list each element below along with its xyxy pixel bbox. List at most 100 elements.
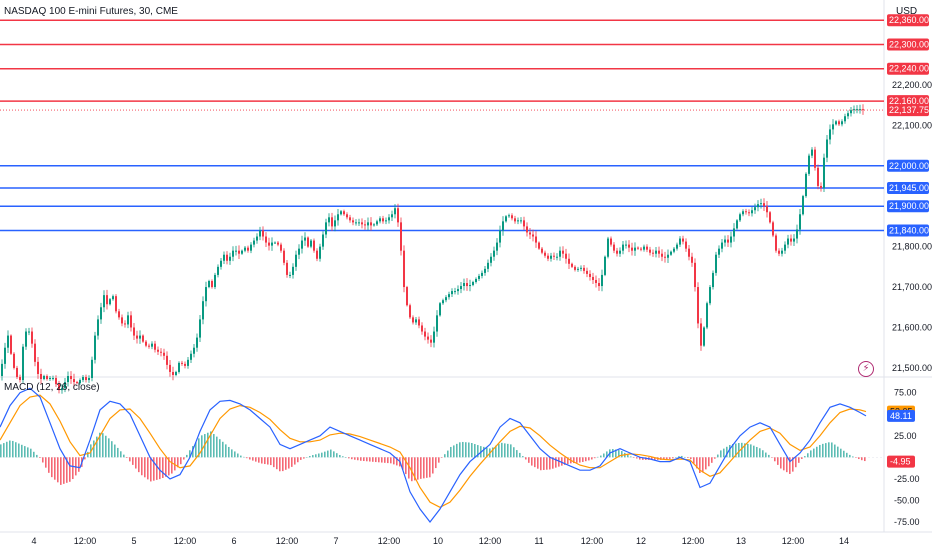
- candle-body: [280, 244, 282, 251]
- candle-body: [757, 204, 759, 208]
- candle-body: [502, 221, 504, 231]
- time-tick-label: 12:00: [74, 536, 97, 546]
- candle-body: [667, 254, 669, 258]
- histogram-bar: [141, 457, 143, 476]
- histogram-bar: [654, 457, 656, 460]
- histogram-bar: [492, 447, 494, 458]
- candle-body: [778, 250, 780, 254]
- candle-body: [673, 248, 675, 252]
- candle-body: [583, 267, 585, 271]
- histogram-bar: [258, 457, 260, 463]
- histogram-bar: [510, 444, 512, 458]
- candle-body: [697, 287, 699, 324]
- last-price-label: 22,137.75: [889, 105, 929, 115]
- candle-body: [52, 378, 54, 380]
- histogram-bar: [810, 450, 812, 458]
- time-tick-label: 12:00: [581, 536, 604, 546]
- histogram-bar: [564, 457, 566, 465]
- histogram-bar: [792, 457, 794, 472]
- histogram-bar: [825, 443, 827, 458]
- candle-body: [313, 240, 315, 251]
- candle-body: [508, 215, 510, 217]
- candle-body: [829, 129, 831, 140]
- candle-body: [862, 109, 864, 111]
- histogram-bar: [699, 457, 701, 473]
- candle-body: [118, 311, 120, 318]
- candle-body: [40, 373, 42, 380]
- histogram-bar: [516, 450, 518, 458]
- histogram-bar: [759, 448, 761, 458]
- time-tick-label: 11: [534, 536, 543, 546]
- level-badge: [887, 62, 929, 75]
- histogram-bar: [519, 452, 521, 458]
- candle-body: [253, 240, 255, 245]
- histogram-bar: [450, 446, 452, 458]
- histogram-bar: [45, 457, 47, 468]
- histogram-bar: [390, 457, 392, 464]
- candle-body: [847, 113, 849, 117]
- candle-body: [445, 297, 447, 301]
- candle-body: [232, 250, 234, 257]
- histogram-bar: [36, 454, 38, 458]
- histogram-bar: [267, 457, 269, 465]
- candle-body: [16, 367, 18, 378]
- level-badge-label: 22,240.00: [889, 64, 929, 74]
- candle-body: [691, 256, 693, 263]
- candle-body: [178, 362, 180, 372]
- price-tick-label: 21,700.00: [892, 282, 932, 292]
- candle-body: [511, 215, 513, 219]
- histogram-bar: [459, 442, 461, 458]
- price-tick-label: 21,500.00: [892, 363, 932, 373]
- histogram-bar: [186, 454, 188, 458]
- candle-body: [451, 291, 453, 295]
- candle-body: [397, 208, 399, 223]
- candle-body: [796, 229, 798, 239]
- histogram-bar: [156, 457, 158, 480]
- level-badge: [887, 224, 929, 237]
- histogram-bar: [600, 455, 602, 458]
- histogram-bar: [642, 457, 644, 460]
- candle-body: [205, 287, 207, 302]
- candle-body: [388, 217, 390, 221]
- candle-body: [481, 272, 483, 276]
- histogram-bar: [252, 457, 254, 461]
- time-axis[interactable]: 4 12:00 5 12:00 6 12:00 7 12:00 10 12:00 11 12:00 12…: [31, 536, 849, 546]
- histogram-bar: [378, 457, 380, 463]
- candle-body: [574, 266, 576, 270]
- currency-label[interactable]: USD: [896, 6, 918, 17]
- candle-body: [529, 232, 531, 235]
- price-axis[interactable]: 22,200.00 22,100.00 21,800.00 21,700.00 21,6…: [892, 80, 932, 527]
- level-badge: [887, 14, 929, 27]
- histogram-bar: [375, 457, 377, 463]
- candle-body: [520, 220, 522, 222]
- candle-body: [556, 256, 558, 258]
- macd-title[interactable]: MACD (12, 26, close): [4, 382, 100, 393]
- histogram-value-badge: [887, 455, 915, 468]
- candle-body: [19, 377, 21, 381]
- histogram-bar: [354, 457, 356, 460]
- candle-body: [322, 234, 324, 247]
- candle-body: [649, 249, 651, 253]
- histogram-bar: [168, 457, 170, 476]
- histogram-bar: [804, 456, 806, 458]
- candle-body: [403, 250, 405, 288]
- histogram-bar: [27, 447, 29, 458]
- histogram-bar: [483, 446, 485, 458]
- lightning-icon[interactable]: ⚡: [858, 361, 874, 377]
- histogram-bar: [672, 457, 674, 459]
- histogram-bar: [474, 444, 476, 458]
- candle-body: [739, 214, 741, 221]
- candle-body: [595, 279, 597, 284]
- candle-body: [475, 278, 477, 282]
- candle-body: [103, 295, 105, 308]
- histogram-bar: [444, 454, 446, 458]
- histogram-bar: [690, 457, 692, 460]
- histogram-bar: [768, 454, 770, 458]
- histogram-bar: [555, 457, 557, 468]
- candle-body: [676, 244, 678, 249]
- histogram-bar: [240, 455, 242, 458]
- histogram-bar: [504, 443, 506, 458]
- candle-body: [283, 250, 285, 263]
- candle-body: [493, 250, 495, 257]
